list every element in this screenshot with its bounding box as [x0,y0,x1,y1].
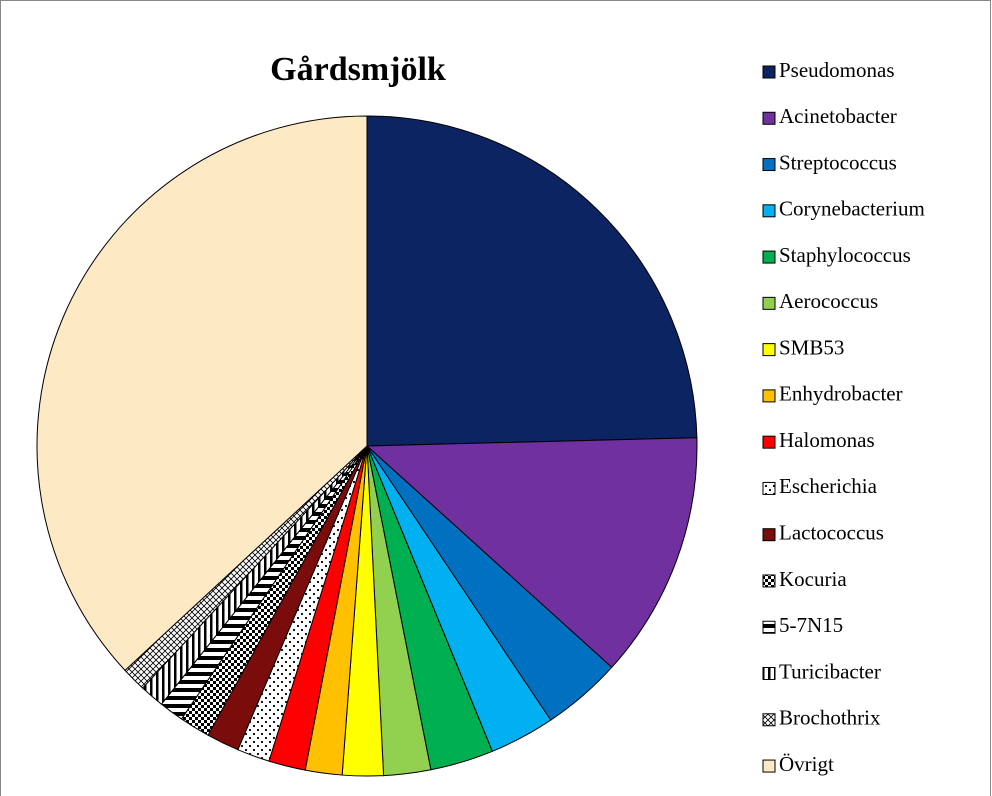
legend-marker [762,713,776,727]
legend-label: Halomonas [779,428,875,452]
legend-marker [762,111,776,125]
legend-label: Aerococcus [779,289,878,313]
legend-marker [762,65,776,79]
legend-marker [762,158,776,172]
legend-marker [762,343,776,357]
chart-title: Gårdsmjölk [270,51,446,88]
legend-label: Streptococcus [779,150,897,174]
legend-label: Brochothrix [779,706,881,730]
legend-marker [762,574,776,588]
pie-slice [365,437,698,669]
legend-marker [762,620,776,634]
legend-label: Pseudomonas [779,58,895,82]
legend-marker [762,204,776,218]
legend-label: Turicibacter [779,659,881,683]
legend-label: Escherichia [779,474,878,498]
legend-marker [762,250,776,264]
legend-marker [762,435,776,449]
legend-marker [762,667,776,681]
legend-marker [762,389,776,403]
legend-label: 5-7N15 [779,613,843,637]
legend-label: Enhydrobacter [779,382,903,406]
legend-label: Staphylococcus [779,243,911,267]
legend-marker [762,528,776,542]
pie-slice [36,115,368,672]
legend-label: SMB53 [779,335,844,359]
legend-marker [762,481,776,495]
legend-marker [762,296,776,310]
legend-label: Corynebacterium [779,197,925,221]
pie-slice [366,115,698,447]
legend-label: Lactococcus [779,521,884,545]
legend-label: Acinetobacter [779,104,897,128]
legend-label: Övrigt [779,752,834,776]
legend-label: Kocuria [779,567,847,591]
legend-marker [762,759,776,773]
